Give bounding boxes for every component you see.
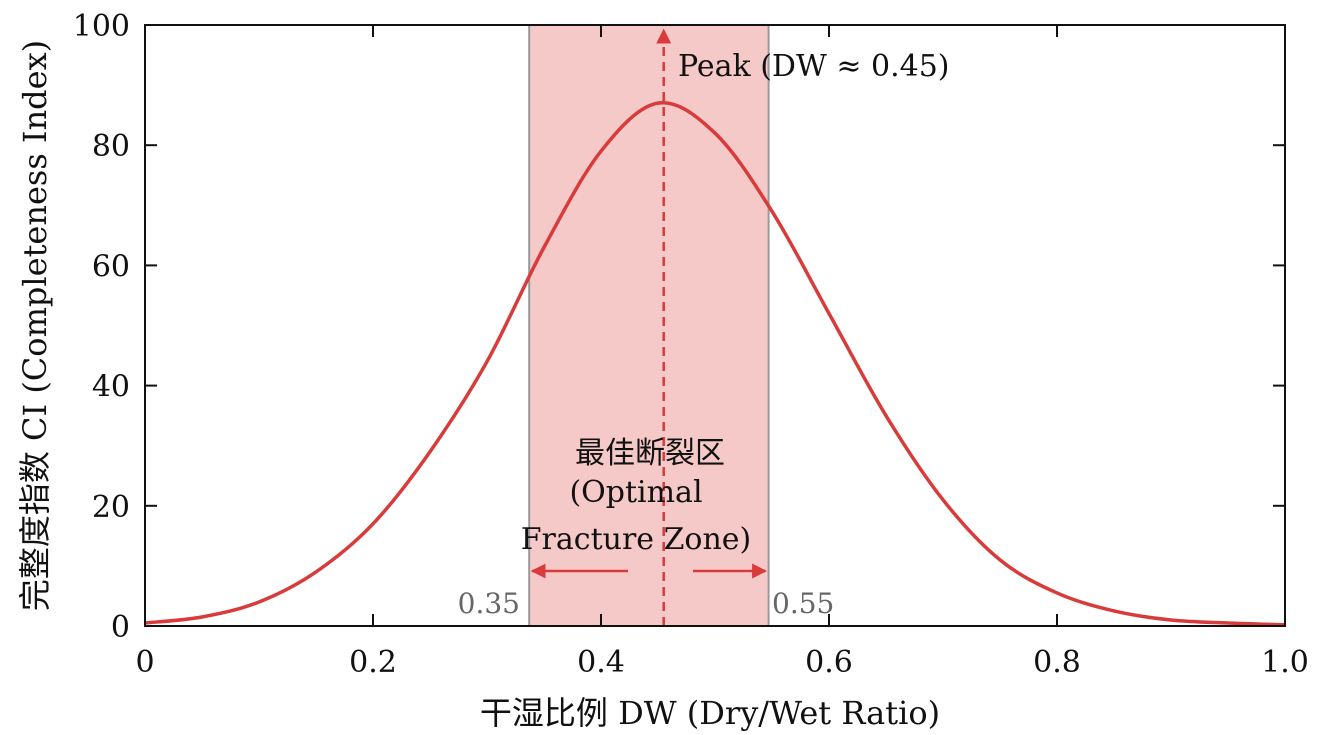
zone-label-line3: Fracture Zone) [521, 522, 752, 557]
optimal-zone-band [529, 25, 769, 626]
x-tick-label: 0 [135, 645, 154, 680]
zone-label-line2: (Optimal [569, 475, 702, 510]
zone-label-chinese: 最佳断裂区 [575, 436, 725, 471]
y-tick-label: 100 [73, 9, 130, 44]
x-tick-label: 0.2 [349, 645, 397, 680]
x-tick-label: 0.8 [1033, 645, 1081, 680]
x-tick-label: 1.0 [1261, 645, 1309, 680]
zone-start-label: 0.35 [458, 587, 520, 620]
y-axis-title: 完整度指数 CI (Completeness Index) [16, 40, 54, 611]
y-tick-label: 60 [92, 249, 130, 284]
x-tick-label: 0.4 [577, 645, 625, 680]
plot-frame [144, 24, 1286, 627]
y-tick-label: 20 [92, 490, 130, 525]
x-axis-title: 干湿比例 DW (Dry/Wet Ratio) [480, 694, 940, 732]
peak-label: Peak (DW ≈ 0.45) [678, 49, 950, 84]
zone-end-label: 0.55 [772, 587, 834, 620]
ci-curve-line [144, 101, 1286, 627]
y-tick-label: 40 [92, 370, 130, 405]
y-tick-label: 80 [92, 129, 130, 164]
y-tick-label: 0 [111, 610, 130, 645]
x-tick-label: 0.6 [805, 645, 853, 680]
